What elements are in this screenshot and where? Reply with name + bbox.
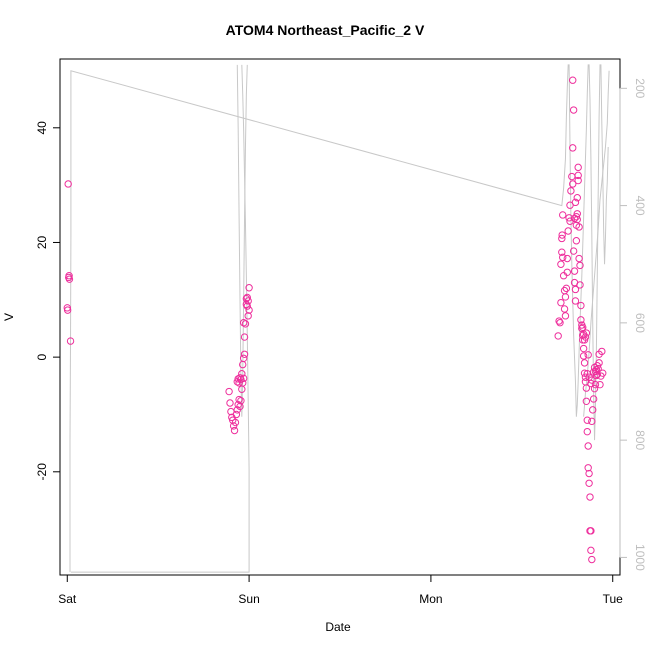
data-point [580, 345, 586, 351]
y-tick-label: 40 [35, 121, 49, 135]
plot-frame [60, 59, 620, 575]
secondary-y-tick-label: 400 [633, 196, 647, 216]
data-point [576, 255, 582, 261]
data-point [585, 352, 591, 358]
data-point [560, 212, 566, 218]
x-tick-label: Tue [603, 592, 624, 606]
data-point [227, 400, 233, 406]
x-tick-label: Sat [58, 592, 77, 606]
x-axis-label: Date [325, 620, 351, 634]
data-point [241, 351, 247, 357]
secondary-y-tick-label: 600 [633, 313, 647, 333]
data-point [570, 77, 576, 83]
data-point [597, 381, 603, 387]
y-tick-label: 0 [35, 353, 49, 360]
points-group [64, 77, 606, 563]
data-point [585, 443, 591, 449]
secondary-series-line [70, 65, 608, 572]
data-point [226, 388, 232, 394]
data-point [584, 417, 590, 423]
secondary-y-axis: 200 400 600 800 1000 [620, 78, 647, 571]
data-point [575, 164, 581, 170]
data-point [577, 282, 583, 288]
data-point [555, 333, 561, 339]
data-point [562, 313, 568, 319]
y-axis: -20 0 20 40 [35, 121, 60, 481]
secondary-y-tick-label: 200 [633, 78, 647, 98]
data-point [564, 255, 570, 261]
data-point [584, 428, 590, 434]
secondary-y-tick-label: 800 [633, 430, 647, 450]
data-point [580, 353, 586, 359]
chart-title: ATOM4 Northeast_Pacific_2 V [226, 22, 425, 38]
x-tick-label: Sun [238, 592, 259, 606]
data-point [560, 273, 566, 279]
data-point [558, 261, 564, 267]
x-axis: Sat Sun Mon Tue [58, 575, 623, 606]
data-point [569, 173, 575, 179]
data-point [581, 360, 587, 366]
data-point [562, 294, 568, 300]
data-point [558, 299, 564, 305]
data-point [241, 334, 247, 340]
y-tick-label: 20 [35, 235, 49, 249]
secondary-y-tick-label: 1000 [633, 544, 647, 571]
data-point [583, 398, 589, 404]
data-point [573, 238, 579, 244]
y-axis-label: V [2, 313, 16, 321]
y-tick-label: -20 [35, 463, 49, 481]
data-point [570, 107, 576, 113]
data-point [231, 427, 237, 433]
data-point [587, 494, 593, 500]
x-tick-label: Mon [419, 592, 442, 606]
data-point [589, 556, 595, 562]
data-point [565, 228, 571, 234]
secondary-series-group [70, 65, 609, 572]
data-point [561, 306, 567, 312]
data-point [564, 269, 570, 275]
data-point [588, 547, 594, 553]
secondary-series-segment [71, 65, 249, 572]
data-point [586, 480, 592, 486]
data-point [239, 386, 245, 392]
